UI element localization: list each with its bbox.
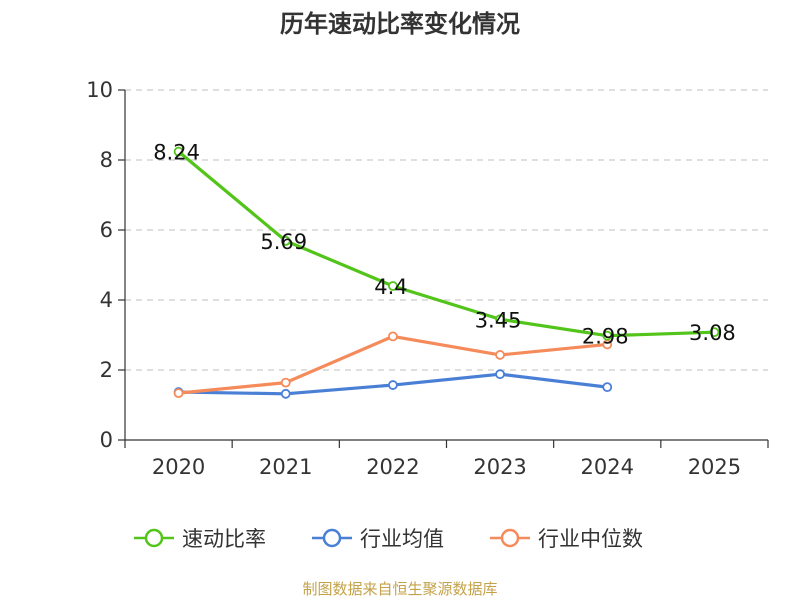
x-tick-label: 2023	[473, 455, 526, 479]
data-source-note: 制图数据来自恒生聚源数据库	[302, 580, 498, 598]
x-tick-label: 2021	[259, 455, 312, 479]
legend-line-marker-icon	[490, 528, 530, 548]
data-point	[602, 382, 613, 393]
legend-item-quick-ratio[interactable]: 速动比率	[132, 518, 266, 558]
data-point	[388, 331, 398, 342]
legend-item-industry-median[interactable]: 行业中位数	[488, 518, 643, 558]
x-tick-label: 2025	[688, 455, 741, 479]
y-tick-label: 8	[100, 148, 113, 172]
x-tick-label: 2024	[581, 455, 634, 479]
data-label: 8.24	[153, 141, 200, 165]
data-point	[173, 388, 184, 399]
data-point	[280, 235, 291, 246]
y-tick-label: 10	[86, 78, 113, 102]
data-label: 4.4	[374, 275, 407, 299]
chart-legend: 速动比率 行业均值 行业中位数	[0, 518, 800, 558]
legend-label: 行业均值	[360, 527, 444, 551]
data-point	[388, 281, 398, 291]
data-point	[602, 330, 613, 341]
chart-title: 历年速动比率变化情况	[280, 10, 520, 38]
y-tick-label: 4	[100, 288, 113, 312]
data-point	[495, 314, 505, 325]
x-tick-label: 2022	[366, 455, 419, 479]
data-label: 2.98	[582, 325, 629, 349]
data-label: 3.45	[475, 308, 522, 332]
data-label: 5.69	[260, 230, 307, 254]
y-tick-label: 6	[100, 218, 113, 242]
data-point	[173, 146, 184, 157]
data-point	[280, 388, 291, 399]
data-point	[709, 327, 720, 338]
legend-label: 速动比率	[182, 527, 266, 551]
data-point	[388, 380, 398, 390]
legend-line-marker-icon	[134, 528, 174, 548]
y-tick-label: 0	[100, 428, 113, 452]
series-line-0	[177, 150, 715, 338]
legend-label: 行业中位数	[538, 527, 643, 551]
data-label: 3.08	[689, 321, 736, 345]
data-point	[495, 350, 505, 360]
legend-item-industry-mean[interactable]: 行业均值	[310, 518, 444, 558]
x-tick-label: 2020	[152, 455, 205, 479]
data-point	[280, 377, 291, 388]
data-point	[495, 369, 505, 380]
y-tick-label: 2	[100, 358, 113, 382]
legend-line-marker-icon	[312, 528, 352, 548]
